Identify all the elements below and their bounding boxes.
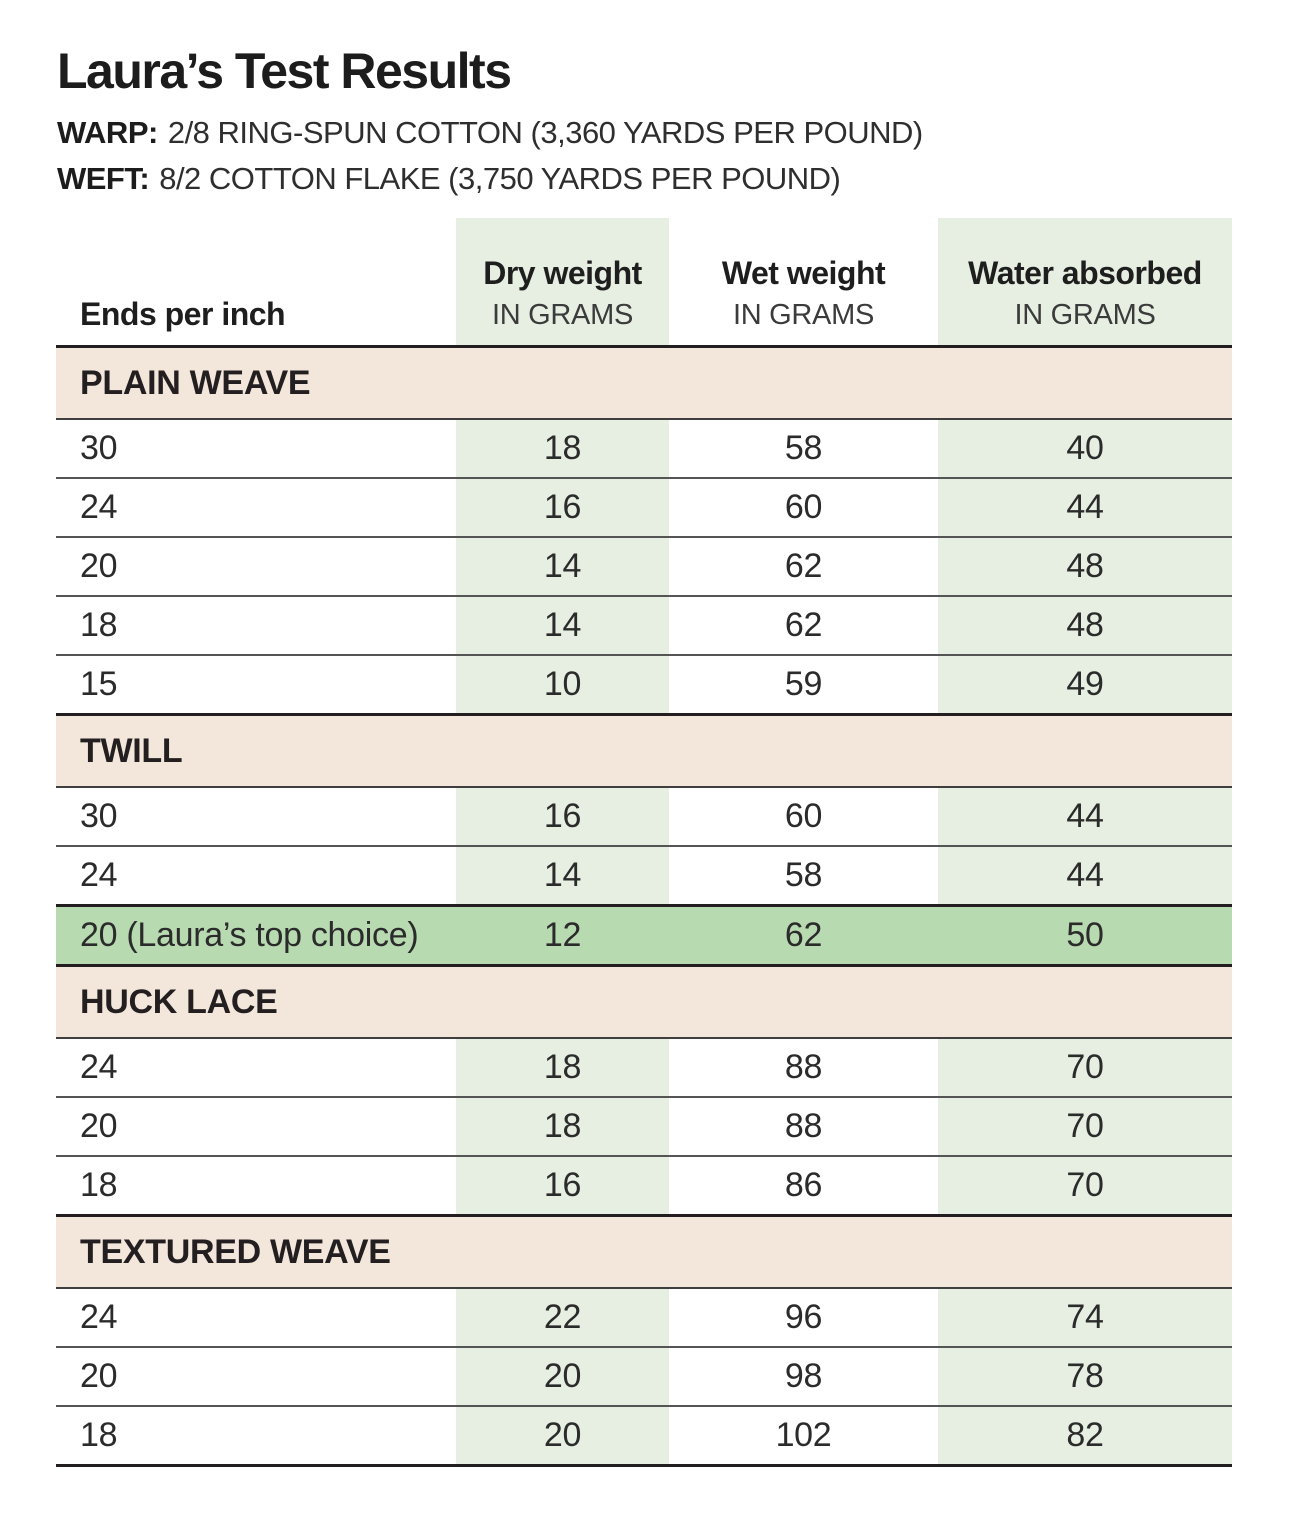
table-row: 15 10 59 49: [56, 656, 1232, 713]
water-absorbed-cell: 48: [938, 597, 1232, 654]
column-header-label: Dry weight: [483, 255, 642, 292]
section-title: TWILL: [80, 731, 183, 770]
section-header-plain-weave: PLAIN WEAVE: [56, 345, 1232, 420]
water-absorbed-cell: 70: [938, 1157, 1232, 1214]
wet-weight-cell: 102: [775, 1416, 832, 1454]
water-absorbed-cell: 70: [938, 1039, 1232, 1096]
table-row: 30 18 58 40: [56, 420, 1232, 479]
column-header-label: Ends per inch: [80, 295, 286, 332]
column-header-units: IN GRAMS: [1014, 298, 1156, 331]
section-title: PLAIN WEAVE: [80, 363, 311, 402]
weft-value: 8/2 COTTON FLAKE (3,750 YARDS PER POUND): [159, 161, 841, 196]
wet-weight-cell: 98: [784, 1357, 823, 1395]
dry-weight-cell: 20: [456, 1407, 669, 1464]
water-absorbed-cell: 40: [938, 420, 1232, 477]
section-header-twill: TWILL: [56, 713, 1232, 788]
warp-spec-line: WARP: 2/8 RING-SPUN COTTON (3,360 YARDS P…: [57, 110, 923, 156]
ends-per-inch-cell: 30: [80, 429, 118, 467]
table-row: 24 14 58 44: [56, 847, 1232, 904]
wet-weight-cell: 59: [784, 665, 823, 703]
wet-weight-cell: 62: [669, 907, 938, 964]
ends-per-inch-cell: 20: [80, 1357, 118, 1395]
ends-per-inch-cell: 24: [80, 856, 118, 894]
table-row: 24 22 96 74: [56, 1289, 1232, 1348]
dry-weight-cell: 20: [456, 1348, 669, 1405]
dry-weight-cell: 14: [456, 847, 669, 904]
dry-weight-cell: 22: [456, 1289, 669, 1346]
wet-weight-cell: 58: [784, 429, 823, 467]
ends-per-inch-cell: 20 (Laura’s top choice): [56, 907, 456, 964]
ends-per-inch-cell: 20: [80, 1107, 118, 1145]
dry-weight-cell: 14: [456, 597, 669, 654]
wet-weight-cell: 62: [784, 606, 823, 644]
dry-weight-cell: 18: [456, 1039, 669, 1096]
dry-weight-cell: 16: [456, 479, 669, 536]
dry-weight-cell: 12: [456, 907, 669, 964]
dry-weight-cell: 10: [456, 656, 669, 713]
dry-weight-cell: 14: [456, 538, 669, 595]
water-absorbed-cell: 70: [938, 1098, 1232, 1155]
ends-per-inch-cell: 15: [80, 665, 118, 703]
section-header-huck-lace: HUCK LACE: [56, 964, 1232, 1039]
column-header-row: Ends per inch Dry weight IN GRAMS Wet we…: [56, 218, 1232, 345]
wet-weight-cell: 96: [784, 1298, 823, 1336]
ends-per-inch-cell: 18: [80, 1416, 118, 1454]
table-row: 20 20 98 78: [56, 1348, 1232, 1407]
table-row-highlighted: 20 (Laura’s top choice) 12 62 50: [56, 904, 1232, 964]
table-row: 18 16 86 70: [56, 1157, 1232, 1214]
ends-per-inch-cell: 30: [80, 797, 118, 835]
weft-label: WEFT:: [57, 161, 150, 196]
column-header-units: IN GRAMS: [733, 298, 874, 331]
wet-weight-cell: 58: [784, 856, 823, 894]
water-absorbed-cell: 49: [938, 656, 1232, 713]
ends-per-inch-cell: 18: [80, 1166, 118, 1204]
table-row: 18 14 62 48: [56, 597, 1232, 656]
ends-per-inch-cell: 24: [80, 1298, 118, 1336]
ends-per-inch-cell: 24: [80, 1048, 118, 1086]
column-header-units: IN GRAMS: [492, 298, 633, 331]
wet-weight-cell: 88: [784, 1107, 823, 1145]
ends-per-inch-cell: 18: [80, 606, 118, 644]
water-absorbed-cell: 78: [938, 1348, 1232, 1405]
wet-weight-cell: 60: [784, 797, 823, 835]
water-absorbed-cell: 44: [938, 788, 1232, 845]
section-title: TEXTURED WEAVE: [80, 1232, 391, 1271]
water-absorbed-cell: 50: [938, 907, 1232, 964]
section-header-textured-weave: TEXTURED WEAVE: [56, 1214, 1232, 1289]
section-title: HUCK LACE: [80, 982, 278, 1021]
column-header-water-absorbed: Water absorbed IN GRAMS: [938, 218, 1232, 345]
water-absorbed-cell: 74: [938, 1289, 1232, 1346]
table-row: 20 14 62 48: [56, 538, 1232, 597]
warp-value: 2/8 RING-SPUN COTTON (3,360 YARDS PER PO…: [167, 115, 923, 150]
table-row: 30 16 60 44: [56, 788, 1232, 847]
wet-weight-cell: 62: [784, 547, 823, 585]
page-title: Laura’s Test Results: [57, 43, 512, 99]
column-header-label: Water absorbed: [968, 255, 1202, 292]
dry-weight-cell: 16: [456, 788, 669, 845]
ends-per-inch-cell: 24: [80, 488, 118, 526]
column-header-label: Wet weight: [721, 255, 886, 292]
results-table: Ends per inch Dry weight IN GRAMS Wet we…: [56, 218, 1232, 1467]
weft-spec-line: WEFT: 8/2 COTTON FLAKE (3,750 YARDS PER P…: [57, 156, 923, 202]
column-header-ends-per-inch: Ends per inch: [56, 218, 456, 345]
water-absorbed-cell: 82: [938, 1407, 1232, 1464]
table-row: 20 18 88 70: [56, 1098, 1232, 1157]
table-row: 24 18 88 70: [56, 1039, 1232, 1098]
dry-weight-cell: 18: [456, 1098, 669, 1155]
wet-weight-cell: 86: [784, 1166, 823, 1204]
ends-per-inch-cell: 20: [80, 547, 118, 585]
dry-weight-cell: 18: [456, 420, 669, 477]
dry-weight-cell: 16: [456, 1157, 669, 1214]
water-absorbed-cell: 44: [938, 479, 1232, 536]
yarn-specs: WARP: 2/8 RING-SPUN COTTON (3,360 YARDS P…: [57, 110, 923, 202]
table-row: 24 16 60 44: [56, 479, 1232, 538]
water-absorbed-cell: 44: [938, 847, 1232, 904]
wet-weight-cell: 60: [784, 488, 823, 526]
column-header-wet-weight: Wet weight IN GRAMS: [669, 218, 938, 345]
water-absorbed-cell: 48: [938, 538, 1232, 595]
table-row: 18 20 102 82: [56, 1407, 1232, 1467]
column-header-dry-weight: Dry weight IN GRAMS: [456, 218, 669, 345]
wet-weight-cell: 88: [784, 1048, 823, 1086]
warp-label: WARP:: [57, 115, 158, 150]
